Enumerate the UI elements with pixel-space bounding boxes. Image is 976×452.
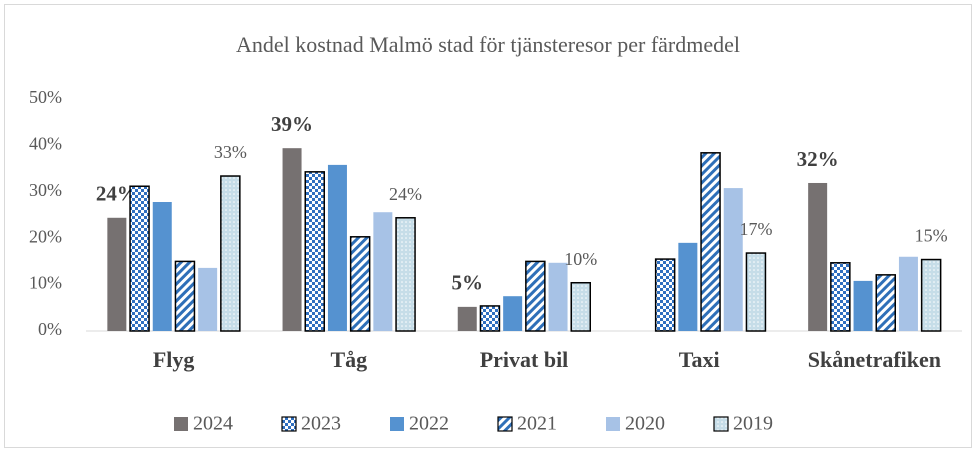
bar xyxy=(678,242,698,331)
bar xyxy=(654,258,676,332)
bar xyxy=(898,256,918,331)
y-tick-label: 30% xyxy=(29,180,62,200)
legend-label: 2020 xyxy=(625,413,665,435)
bar xyxy=(198,267,218,331)
bar xyxy=(548,262,568,331)
bar xyxy=(745,252,767,332)
bar xyxy=(875,274,896,332)
bar xyxy=(373,212,393,331)
legend-label: 2023 xyxy=(301,413,341,435)
legend-swatch xyxy=(497,416,513,432)
y-tick-label: 50% xyxy=(29,87,62,107)
data-label: 5% xyxy=(452,271,484,295)
bar xyxy=(174,260,196,332)
bar xyxy=(853,280,873,331)
x-tick-label: Skånetrafiken xyxy=(808,347,941,372)
bar xyxy=(570,281,591,332)
bar xyxy=(700,152,721,332)
bar xyxy=(152,202,172,331)
y-tick-label: 10% xyxy=(29,273,62,293)
y-tick-label: 0% xyxy=(38,319,62,339)
x-tick-label: Taxi xyxy=(679,347,720,372)
bar xyxy=(327,164,347,331)
bar xyxy=(830,262,851,332)
bar xyxy=(220,175,241,332)
legend-swatch xyxy=(281,416,297,432)
bar xyxy=(479,305,501,332)
legend-label: 2019 xyxy=(733,413,773,435)
bar xyxy=(349,236,371,332)
bar xyxy=(525,260,546,332)
x-tick-label: Flyg xyxy=(153,347,195,372)
data-label: 32% xyxy=(797,147,839,171)
y-tick-label: 20% xyxy=(29,226,62,246)
data-label: 10% xyxy=(564,249,597,269)
bar xyxy=(107,217,127,331)
legend-swatch xyxy=(713,416,729,432)
bar xyxy=(457,306,477,331)
legend-label: 2024 xyxy=(193,413,233,435)
y-tick-label: 40% xyxy=(29,134,62,154)
bar xyxy=(808,182,828,331)
data-label: 33% xyxy=(214,142,247,162)
bar xyxy=(503,296,523,331)
legend-label: 2021 xyxy=(517,413,557,435)
x-tick-label: Privat bil xyxy=(480,347,569,372)
bar xyxy=(395,217,416,332)
chart-title: Andel kostnad Malmö stad för tjänstereso… xyxy=(236,32,740,57)
legend-swatch xyxy=(390,417,404,431)
data-label: 17% xyxy=(739,219,772,239)
data-label: 15% xyxy=(915,226,948,246)
legend-label: 2022 xyxy=(409,413,449,435)
bar xyxy=(723,188,743,331)
bar xyxy=(129,185,150,332)
legend-swatch xyxy=(174,417,188,431)
bar xyxy=(282,148,302,331)
data-label: 24% xyxy=(389,184,422,204)
bar xyxy=(920,258,942,332)
x-tick-label: Tåg xyxy=(330,347,367,372)
legend-swatch xyxy=(606,417,620,431)
data-label: 39% xyxy=(271,112,313,136)
bar xyxy=(304,171,325,332)
